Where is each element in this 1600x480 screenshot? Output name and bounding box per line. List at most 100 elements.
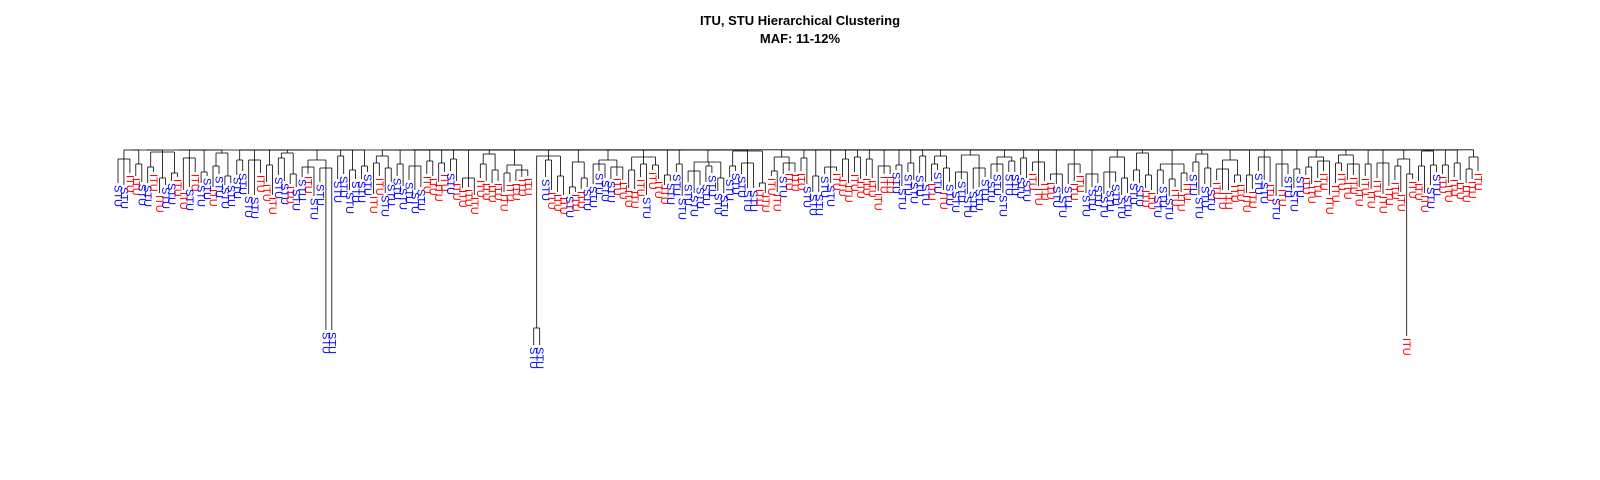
leaf-label: ITU xyxy=(569,194,581,212)
leaf-label: ITU xyxy=(153,195,165,213)
leaf-label: STU xyxy=(183,189,195,211)
leaf-label: STU xyxy=(664,183,676,205)
leaf-label: ITU xyxy=(171,179,183,197)
plot-title: ITU, STU Hierarchical Clustering xyxy=(699,13,901,28)
leaf-label: ITU xyxy=(1359,178,1371,196)
leaf-label: STU xyxy=(682,184,694,206)
leaf-label: ITU xyxy=(254,175,266,193)
leaf-label: STU xyxy=(901,174,913,196)
leaf-label: STU xyxy=(1282,176,1294,198)
leaf-label: STU xyxy=(218,187,230,209)
leaf-label: ITU xyxy=(504,184,516,202)
leaf-label: STU xyxy=(361,174,373,196)
leaf-label: ITU xyxy=(1454,182,1466,200)
leaf-label: STU xyxy=(1014,177,1026,199)
leaf-label: STU xyxy=(979,179,991,201)
leaf-label: ITU xyxy=(1377,196,1389,214)
leaf-label: ITU xyxy=(468,197,480,215)
leaf-label: STU xyxy=(640,197,652,219)
leaf-label: ITU xyxy=(266,197,278,215)
leaf-label: STU xyxy=(159,187,171,209)
leaf-label: STU xyxy=(688,195,700,217)
leaf-label: STU xyxy=(806,194,818,216)
leaf-label: ITU xyxy=(367,196,379,214)
leaf-label: STU xyxy=(593,173,605,195)
leaf-label: STU xyxy=(1192,197,1204,219)
leaf-label: STU xyxy=(723,179,735,201)
leaf-label: ITU xyxy=(1145,192,1157,210)
leaf-label: ITU xyxy=(622,190,634,208)
leaf-label: ITU xyxy=(1181,183,1193,201)
leaf-label: STU xyxy=(224,185,236,207)
leaf-label: ITU xyxy=(1472,173,1484,191)
leaf-label: ITU xyxy=(450,183,462,201)
leaf-label: ITU xyxy=(1329,185,1341,203)
leaf-label: ITU xyxy=(426,178,438,196)
leaf-label: STU xyxy=(919,184,931,206)
leaf-label: STU xyxy=(1163,198,1175,220)
leaf-label: STU xyxy=(599,180,611,202)
leaf-label: ITU xyxy=(302,176,314,194)
leaf-label: STU xyxy=(1186,174,1198,196)
leaf-label: STU xyxy=(414,189,426,211)
leaf-label: STU xyxy=(604,181,616,203)
leaf-label: STU xyxy=(1287,190,1299,212)
leaf-label: STU xyxy=(967,191,979,213)
leaf-label: STU xyxy=(1002,174,1014,196)
leaf-label: ITU xyxy=(765,178,777,196)
leaf-label: ITU xyxy=(937,192,949,210)
leaf-label: STU xyxy=(141,185,153,207)
leaf-label: ITU xyxy=(1448,179,1460,197)
leaf-label: STU xyxy=(533,347,545,369)
leaf-label: ITU xyxy=(1388,182,1400,200)
leaf-label: STU xyxy=(777,176,789,198)
leaf-label: ITU xyxy=(646,172,658,190)
leaf-label: STU xyxy=(1086,189,1098,211)
leaf-label: STU xyxy=(890,172,902,194)
leaf-label: ITU xyxy=(1347,177,1359,195)
leaf-label: ITU xyxy=(207,189,219,207)
leaf-label: STU xyxy=(385,184,397,206)
leaf-label: STU xyxy=(699,184,711,206)
leaf-label: ITU xyxy=(1311,180,1323,198)
leaf-label: STU xyxy=(1115,197,1127,219)
leaf-label: STU xyxy=(236,173,248,195)
leaf-label: STU xyxy=(996,195,1008,217)
leaf-label: STU xyxy=(907,182,919,204)
leaf-label: ITU xyxy=(842,185,854,203)
leaf-label: STU xyxy=(563,196,575,218)
leaf-label: ITU xyxy=(1460,185,1472,203)
leaf-label: STU xyxy=(1056,196,1068,218)
leaf-label: ITU xyxy=(1210,182,1222,200)
leaf-label: STU xyxy=(331,181,343,203)
leaf-label: ITU xyxy=(486,185,498,203)
leaf-label: ITU xyxy=(129,178,141,196)
leaf-label: ITU xyxy=(616,182,628,200)
leaf-label: STU xyxy=(408,192,420,214)
leaf-label: ITU xyxy=(1323,197,1335,215)
leaf-labels: STUSTUITUITUSTUSTUITUITUSTUSTUITUITUSTUI… xyxy=(112,172,1484,369)
leaf-label: ITU xyxy=(1305,186,1317,204)
leaf-label: STU xyxy=(135,184,147,206)
leaf-label: STU xyxy=(272,177,284,199)
leaf-label: STU xyxy=(676,198,688,220)
leaf-label: STU xyxy=(242,196,254,218)
leaf-label: ITU xyxy=(1228,185,1240,203)
leaf-label: ITU xyxy=(284,186,296,204)
leaf-label: ITU xyxy=(1169,189,1181,207)
leaf-label: ITU xyxy=(836,179,848,197)
leaf-label: ITU xyxy=(147,174,159,192)
leaf-label: ITU xyxy=(610,178,622,196)
leaf-label: ITU xyxy=(1276,189,1288,207)
leaf-label: STU xyxy=(278,183,290,205)
leaf-label: ITU xyxy=(557,197,569,215)
leaf-label: ITU xyxy=(480,183,492,201)
leaf-label: STU xyxy=(201,178,213,200)
leaf-label: ITU xyxy=(551,194,563,212)
leaf-label: STU xyxy=(705,175,717,197)
leaf-label: STU xyxy=(379,195,391,217)
leaf-label: ITU xyxy=(878,176,890,194)
leaf-label: STU xyxy=(1008,174,1020,196)
leaf-label: STU xyxy=(1133,185,1145,207)
